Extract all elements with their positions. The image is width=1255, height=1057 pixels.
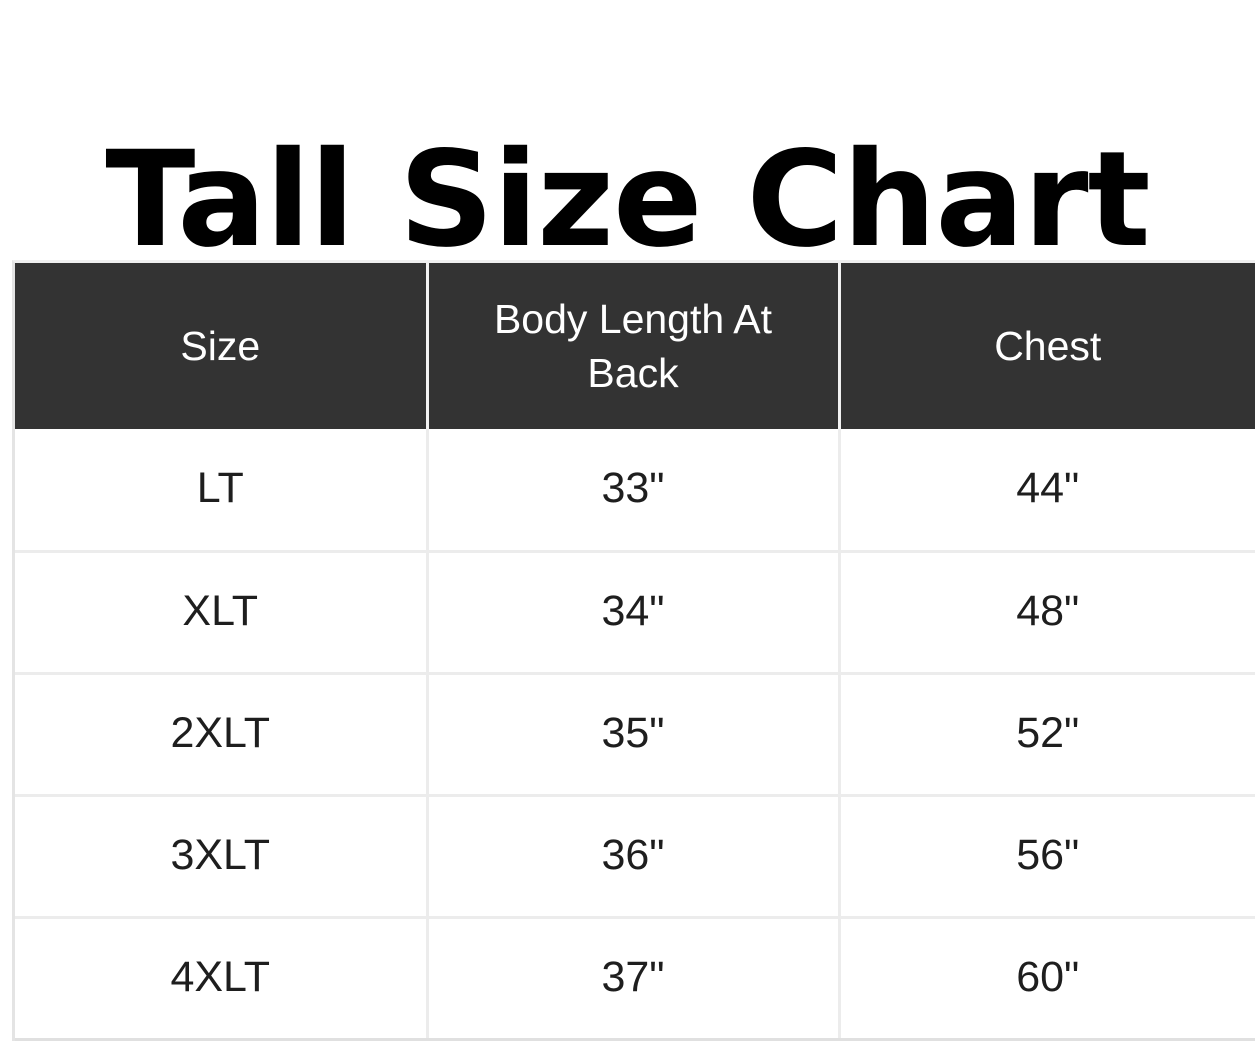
table-body: LT 33" 44" XLT 34" 48" 2XLT 35" 52" 3XLT… <box>15 429 1255 1041</box>
cell-length: 36" <box>427 795 841 919</box>
cell-size: 3XLT <box>15 795 429 919</box>
column-header-body-length-at-back: Body Length At Back <box>427 263 841 429</box>
page-title: Tall Size Chart <box>105 123 1150 278</box>
table-header-row: Size Body Length At Back Chest <box>15 263 1255 429</box>
cell-size: 4XLT <box>15 917 429 1041</box>
cell-chest: 44" <box>839 429 1255 553</box>
cell-length: 33" <box>427 429 841 553</box>
cell-chest: 52" <box>839 673 1255 797</box>
cell-chest: 56" <box>839 795 1255 919</box>
column-header-size: Size <box>15 263 429 429</box>
cell-length: 35" <box>427 673 841 797</box>
cell-chest: 60" <box>839 917 1255 1041</box>
cell-size: XLT <box>15 551 429 675</box>
cell-chest: 48" <box>839 551 1255 675</box>
cell-length: 34" <box>427 551 841 675</box>
table-row: LT 33" 44" <box>15 429 1255 553</box>
cell-size: 2XLT <box>15 673 429 797</box>
table-row: 3XLT 36" 56" <box>15 795 1255 919</box>
table-row: 2XLT 35" 52" <box>15 673 1255 797</box>
table-row: XLT 34" 48" <box>15 551 1255 675</box>
cell-size: LT <box>15 429 429 553</box>
column-header-chest: Chest <box>839 263 1255 429</box>
table-header: Size Body Length At Back Chest <box>15 263 1255 429</box>
size-table-container: Size Body Length At Back Chest LT 33" 44… <box>12 260 1255 1041</box>
table-row: 4XLT 37" 60" <box>15 917 1255 1041</box>
cell-length: 37" <box>427 917 841 1041</box>
size-chart-table: Size Body Length At Back Chest LT 33" 44… <box>15 263 1255 1041</box>
